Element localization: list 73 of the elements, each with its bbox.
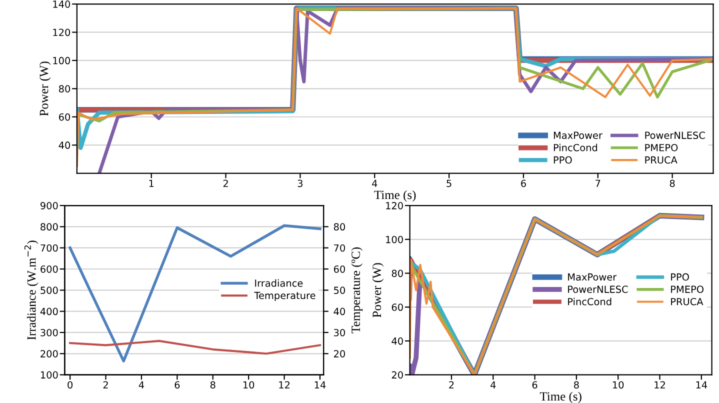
legend-label: PRUCA	[645, 156, 678, 164]
x-tick-label: 4	[490, 381, 496, 388]
y-axis-title: Power (W)	[372, 263, 384, 318]
x-tick-label: 6	[174, 381, 180, 389]
x-tick-label: 4	[372, 180, 378, 187]
y-tick-label: 80	[392, 270, 403, 278]
x-tick-label: 3	[298, 180, 303, 188]
x-tick-label: 12	[279, 381, 290, 388]
y-tick-label: 800	[40, 223, 58, 231]
x-axis-title: Time (s)	[374, 190, 416, 202]
legend-label: MaxPower	[554, 132, 602, 139]
x-tick-label: 4	[138, 381, 144, 388]
x-tick-label: 7	[596, 180, 600, 187]
y-tick-label: 700	[40, 244, 58, 252]
x-tick-label: 8	[210, 381, 216, 389]
legend-label: Temperature	[254, 292, 316, 302]
x-tick-label: 1	[149, 180, 154, 187]
y-tick-label: 60	[392, 304, 403, 311]
legend-label: PincCond	[568, 298, 612, 306]
y2-tick-label: 80	[334, 223, 345, 231]
x-tick-label: 2	[449, 381, 454, 388]
y-tick-label: 100	[40, 371, 58, 379]
x-tick-label: 6	[521, 180, 526, 188]
line-series	[68, 224, 322, 362]
y-tick-label: 500	[40, 286, 58, 294]
legend-label: PPO	[671, 273, 689, 281]
y-tick-label: 20	[392, 371, 403, 379]
y-tick-label: 120	[386, 202, 403, 210]
legend-label: PMEPO	[671, 286, 704, 293]
legend-label: Irradiance	[255, 279, 303, 287]
y2-axis-title: Temperature (ºC)	[351, 247, 363, 334]
x-tick-label: 5	[446, 180, 452, 188]
y2-tick-label: 70	[334, 244, 345, 252]
y-tick-label: 140	[53, 0, 70, 8]
legend-label: MaxPower	[568, 273, 617, 281]
legend-label: PowerNLESC	[568, 286, 628, 293]
x-tick-label: 12	[654, 381, 665, 388]
y-tick-label: 100	[386, 236, 403, 244]
y2-tick-label: 20	[334, 350, 345, 358]
x-tick-label: 2	[103, 381, 108, 388]
legend-label: PMEPO	[645, 144, 678, 152]
x-axis-title: Time (s)	[540, 392, 582, 403]
y-tick-label: 80	[58, 85, 70, 92]
y-tick-label: 100	[53, 56, 70, 64]
x-tick-label: 14	[696, 381, 708, 388]
x-tick-label: 10	[243, 381, 254, 389]
x-tick-label: 10	[612, 381, 624, 389]
y-tick-label: 600	[40, 265, 58, 273]
y-tick-label: 60	[58, 113, 70, 121]
line-series	[69, 340, 322, 355]
y2-tick-label: 30	[334, 328, 345, 336]
y-tick-label: 120	[53, 28, 70, 36]
legend-label: PRUCA	[671, 298, 704, 306]
y-tick-label: 400	[40, 308, 58, 316]
legend-label: PincCond	[554, 144, 598, 152]
legend-label: PPO	[554, 156, 572, 164]
y-axis-title: Power (W)	[39, 62, 51, 116]
x-tick-label: 0	[68, 381, 73, 389]
y-axis-title: Irradiance (W.m$^{−2}$)	[24, 240, 38, 340]
y2-tick-label: 50	[334, 286, 345, 294]
x-tick-label: 6	[532, 381, 538, 389]
x-tick-label: 8	[670, 180, 675, 188]
x-tick-label: 2	[223, 180, 228, 187]
y2-tick-label: 60	[334, 265, 345, 273]
y-tick-label: 900	[40, 202, 58, 210]
legend-label: PowerNLESC	[645, 132, 705, 139]
y2-tick-label: 40	[334, 308, 345, 316]
y-tick-label: 40	[58, 142, 70, 149]
x-tick-label: 14	[314, 381, 326, 388]
y-tick-label: 300	[40, 328, 58, 336]
y-tick-label: 40	[392, 337, 403, 345]
x-tick-label: 8	[574, 381, 579, 389]
y-tick-label: 200	[40, 350, 58, 358]
